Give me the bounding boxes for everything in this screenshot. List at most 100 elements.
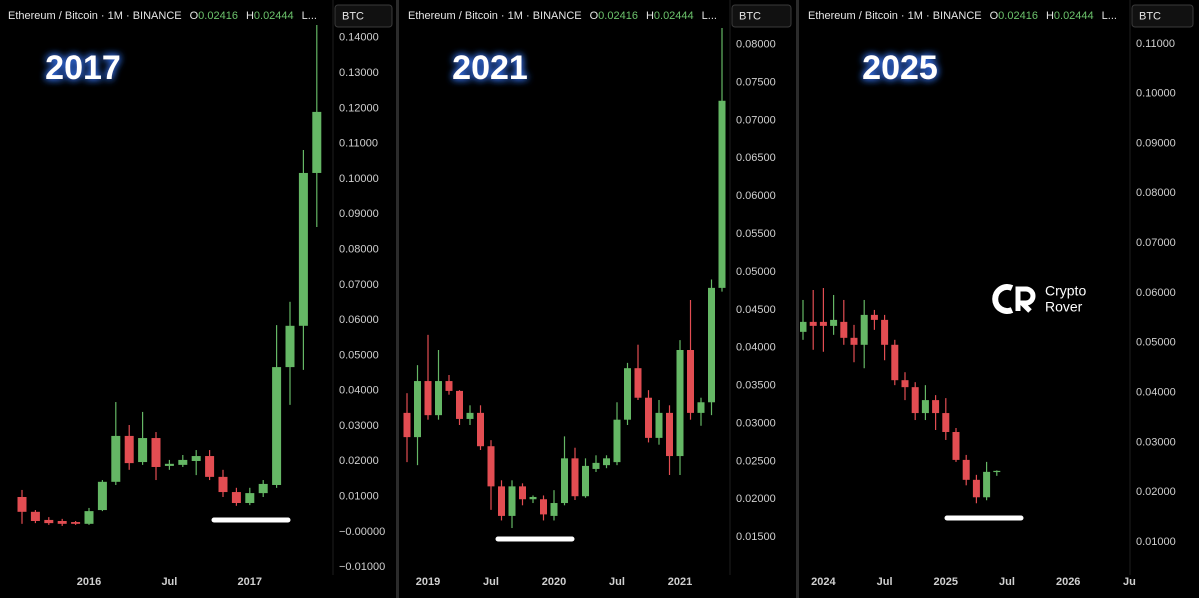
divider [396, 0, 399, 598]
candle-body [952, 431, 960, 460]
candle-body [870, 314, 878, 320]
candle-body [519, 486, 526, 500]
candle-body [655, 412, 663, 438]
chart-panel: Ethereum / Bitcoin · 1M · BINANCE O0.0241… [8, 0, 393, 588]
y-tick-label: 0.01500 [736, 531, 776, 543]
y-tick-label: −0.00000 [339, 526, 385, 538]
watermark: Crypto Rover [992, 283, 1086, 315]
chart-panel: Ethereum / Bitcoin · 1M · BINANCE O0.0241… [800, 0, 1194, 588]
candle-body [983, 471, 991, 498]
header-more: L... [702, 10, 717, 22]
candle-body [860, 314, 868, 345]
candle-body [645, 397, 652, 438]
x-tick-label: 2026 [1056, 576, 1080, 588]
candle-body [151, 438, 161, 467]
header-h-label: H [246, 10, 254, 22]
candle-body [540, 499, 547, 515]
candle-body [57, 520, 67, 524]
candle-body [30, 511, 40, 521]
divider [796, 0, 799, 598]
candle-body [97, 481, 107, 511]
y-tick-label: 0.07000 [339, 279, 379, 291]
candle-body [942, 413, 950, 432]
chart-panel: Ethereum / Bitcoin · 1M · BINANCE O0.0241… [403, 0, 792, 588]
x-tick-label: Jul [999, 576, 1015, 588]
x-tick-label: Jul [877, 576, 893, 588]
y-tick-label: 0.06000 [339, 314, 379, 326]
candle-body [111, 435, 121, 482]
header-symbol: Ethereum / Bitcoin · 1M · BINANCE [8, 10, 182, 22]
y-tick-label: 0.01000 [339, 491, 379, 503]
y-tick-label: 0.08000 [339, 243, 379, 255]
currency-box [1131, 4, 1194, 28]
candle-body [624, 368, 631, 420]
y-tick-label: 0.09000 [1136, 137, 1176, 149]
currency-box [334, 4, 393, 28]
y-tick-label: 0.03000 [736, 417, 776, 429]
candle-body [424, 381, 432, 416]
candle-body [178, 459, 188, 465]
header-high: 0.02444 [254, 10, 294, 22]
year-label: 2021 [452, 49, 528, 87]
candle-body [603, 458, 610, 466]
candle-body [498, 486, 505, 516]
x-tick-label: 2025 [934, 576, 958, 588]
y-tick-label: 0.02000 [1136, 486, 1176, 498]
logo-c [992, 284, 1014, 314]
currency-label: BTC [1139, 10, 1161, 22]
candle-body [231, 492, 241, 503]
candle-body [414, 381, 421, 438]
x-tick-label: 2016 [77, 576, 101, 588]
x-tick-label: Ju [1123, 576, 1136, 588]
y-tick-label: 0.10000 [339, 173, 379, 185]
candle-body [435, 381, 442, 416]
currency-label: BTC [342, 10, 364, 22]
candle-body [809, 321, 817, 326]
candle-body [850, 337, 858, 345]
y-tick-label: 0.03500 [736, 380, 776, 392]
candle-body [830, 319, 838, 326]
y-tick-label: 0.11000 [1136, 38, 1175, 50]
header-open: 0.02416 [998, 10, 1038, 22]
y-tick-label: 0.06500 [736, 152, 776, 164]
candle-body [191, 456, 201, 461]
candle-body [592, 462, 600, 469]
y-tick-label: 0.07000 [736, 114, 776, 126]
y-tick-label: 0.03000 [1136, 436, 1176, 448]
y-tick-label: 0.08000 [1136, 187, 1176, 199]
header: Ethereum / Bitcoin · 1M · BINANCE O0.0241… [808, 10, 1117, 22]
x-tick-label: Jul [609, 576, 625, 588]
candle-body [550, 503, 558, 516]
candle-body [891, 344, 899, 381]
candle-body [487, 446, 495, 487]
candle-body [676, 350, 684, 457]
y-tick-label: −0.01000 [339, 561, 385, 573]
candle-body [718, 100, 726, 288]
candle-body [800, 321, 807, 332]
y-tick-label: 0.10000 [1136, 88, 1176, 100]
candle-body [697, 402, 705, 413]
header-symbol: Ethereum / Bitcoin · 1M · BINANCE [808, 10, 982, 22]
logo-r [1015, 286, 1036, 313]
candle-body [666, 412, 673, 457]
candle-body [298, 172, 308, 326]
header-h-label: H [646, 10, 654, 22]
y-tick-label: 0.14000 [339, 32, 379, 44]
y-tick-label: 0.01000 [1136, 536, 1176, 548]
header-open: 0.02416 [598, 10, 638, 22]
candle-body [84, 511, 94, 524]
watermark-text: Crypto [1045, 283, 1086, 299]
y-tick-label: 0.02500 [736, 455, 776, 467]
header: Ethereum / Bitcoin · 1M · BINANCE O0.0241… [408, 10, 717, 22]
y-tick-label: 0.07000 [1136, 237, 1176, 249]
header-high: 0.02444 [654, 10, 694, 22]
header-more: L... [302, 10, 317, 22]
currency-box [731, 4, 792, 28]
candle-body [561, 458, 568, 504]
candle-body [403, 412, 411, 438]
candle-body [272, 367, 282, 485]
candle-body [138, 438, 148, 463]
candle-body [901, 380, 909, 388]
candle-body [529, 496, 537, 500]
